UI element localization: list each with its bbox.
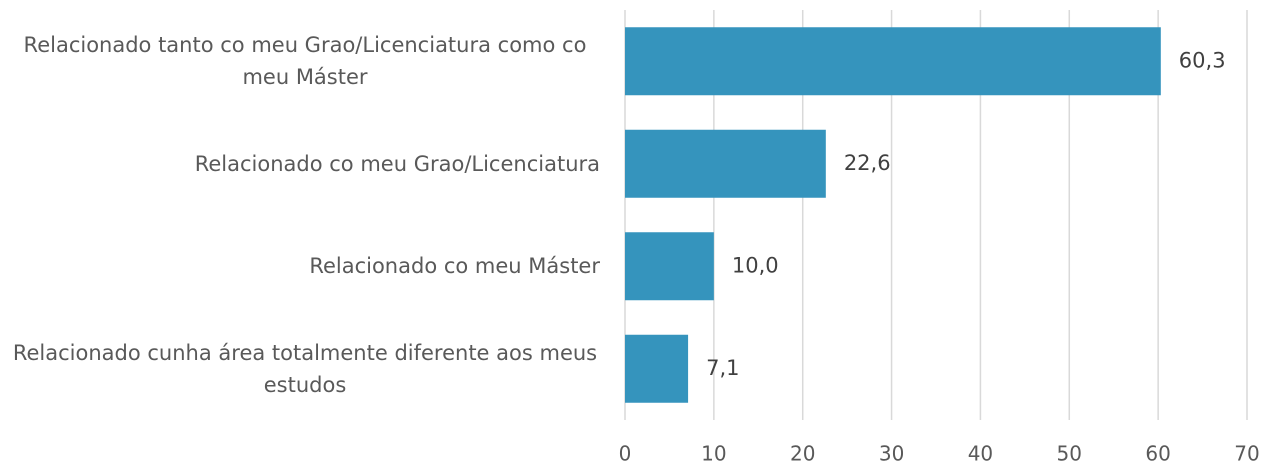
category-label: Relacionado co meu Máster <box>309 254 600 279</box>
x-tick-label: 60 <box>1145 442 1170 466</box>
bar <box>625 129 826 198</box>
x-tick-label: 10 <box>701 442 726 466</box>
category-label-box: Relacionado cunha área totalmente difere… <box>0 318 600 421</box>
bar <box>625 27 1161 96</box>
category-label: Relacionado tanto co meu Grao/Licenciatu… <box>23 33 587 90</box>
x-tick-label: 20 <box>790 442 815 466</box>
x-tick-label: 40 <box>968 442 993 466</box>
category-label: Relacionado co meu Grao/Licenciatura <box>194 151 600 176</box>
value-label: 22,6 <box>844 151 891 175</box>
x-tick-label: 0 <box>619 442 632 466</box>
bar <box>625 232 714 301</box>
category-label-box: Relacionado tanto co meu Grao/Licenciatu… <box>0 10 600 113</box>
x-tick-label: 30 <box>879 442 904 466</box>
category-label-box: Relacionado co meu Grao/Licenciatura <box>0 113 600 216</box>
x-tick-label: 50 <box>1057 442 1082 466</box>
category-label-box: Relacionado co meu Máster <box>0 215 600 318</box>
value-label: 60,3 <box>1179 48 1226 72</box>
x-tick-label: 70 <box>1234 442 1259 466</box>
category-label: Relacionado cunha área totalmente difere… <box>12 340 598 397</box>
bar <box>625 334 689 403</box>
value-label: 10,0 <box>732 253 779 277</box>
value-label: 7,1 <box>706 356 739 380</box>
